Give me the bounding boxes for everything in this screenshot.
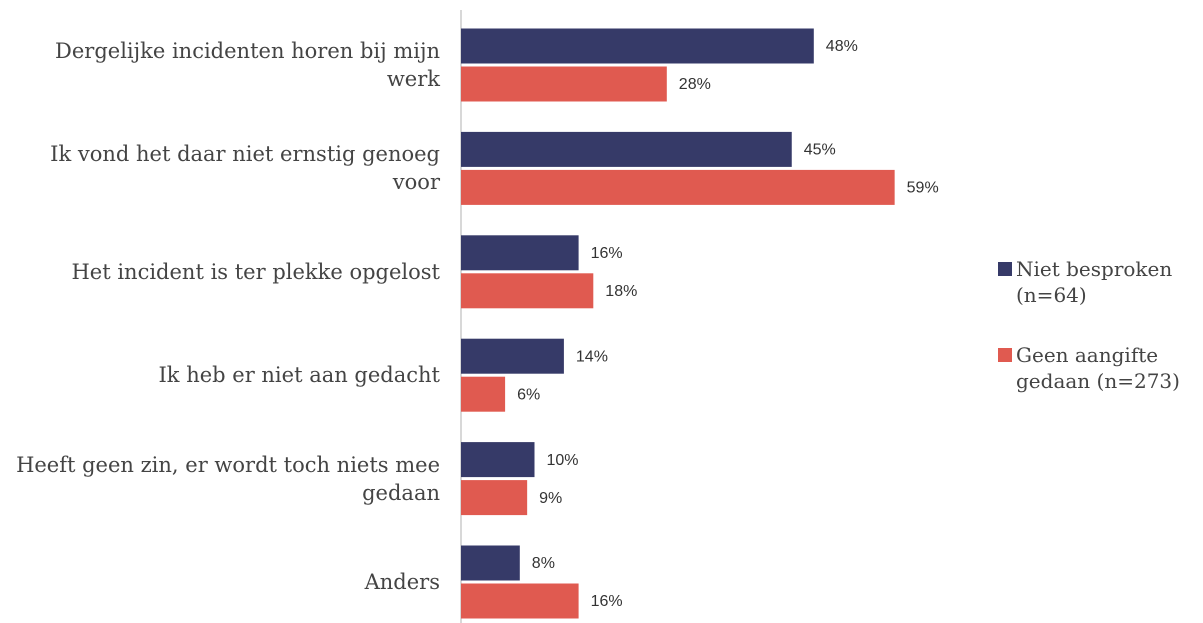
bar	[461, 338, 564, 374]
value-label: 16%	[591, 593, 623, 610]
value-label: 9%	[539, 490, 562, 507]
value-label: 48%	[826, 38, 858, 55]
value-label: 59%	[907, 180, 939, 197]
value-label: 28%	[679, 76, 711, 93]
value-label: 16%	[591, 245, 623, 262]
value-label: 14%	[576, 348, 608, 365]
bar	[461, 169, 895, 205]
bar	[461, 273, 594, 309]
bar	[461, 583, 579, 619]
legend-swatch	[998, 262, 1012, 276]
legend-label: Geen aangifte gedaan (n=273)	[1016, 343, 1180, 393]
bar	[461, 480, 528, 516]
value-label: 8%	[532, 555, 555, 572]
bar	[461, 545, 520, 581]
category-label: Ik vond het daar niet ernstig genoeg voo…	[50, 142, 440, 195]
value-label: 6%	[517, 386, 540, 403]
value-label: 18%	[605, 283, 637, 300]
category-label: Heeft geen zin, er wordt toch niets mee …	[16, 452, 440, 505]
value-label: 45%	[804, 142, 836, 159]
bar	[461, 376, 506, 412]
legend-label: Niet besproken (n=64)	[1016, 257, 1173, 307]
legend-swatch	[998, 348, 1012, 362]
category-label: Dergelijke incidenten horen bij mijn wer…	[55, 39, 440, 91]
bar	[461, 66, 667, 102]
bar	[461, 235, 579, 271]
category-label: Het incident is ter plekke opgelost	[71, 259, 440, 284]
legend-item: Geen aangifte gedaan (n=273)	[998, 342, 1203, 394]
value-label: 10%	[547, 452, 579, 469]
category-label: Anders	[364, 570, 440, 594]
bar	[461, 442, 535, 478]
legend-item: Niet besproken (n=64)	[998, 256, 1203, 308]
category-label: Ik heb er niet aan gedacht	[158, 363, 441, 388]
bar	[461, 131, 792, 167]
bar	[461, 28, 814, 64]
